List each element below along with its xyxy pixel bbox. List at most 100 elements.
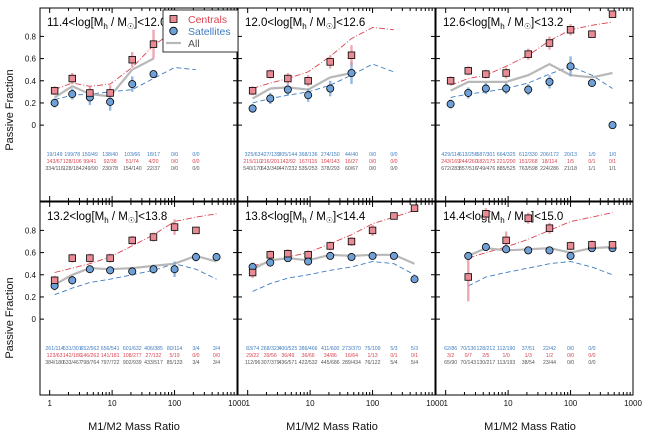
count-all: 1/1 — [609, 166, 616, 172]
centrals-point — [464, 273, 472, 281]
y-tick-label: 0.6 — [25, 249, 37, 258]
count-all: 5/4 — [411, 360, 418, 366]
centrals-point — [149, 40, 158, 48]
count-satellites: 268/323 — [261, 346, 280, 352]
x-tick-label: 1000 — [624, 399, 642, 408]
count-satellites: 19/149 — [47, 152, 63, 158]
satellites-point — [149, 70, 158, 79]
count-centrals: 1/13 — [368, 353, 378, 359]
x-tick-label: 1000 — [228, 399, 246, 408]
satellites-point — [68, 90, 77, 99]
count-all: 433/517 — [144, 360, 163, 366]
count-satellites: 5/3 — [411, 346, 418, 352]
count-centrals: 16/27 — [345, 159, 358, 165]
count-satellites: 613/256 — [459, 152, 478, 158]
legend-label-satellites: Satellites — [188, 26, 231, 38]
count-all: 749/476 — [476, 166, 495, 172]
satellites-point — [464, 251, 473, 260]
satellites-point — [266, 258, 275, 267]
panel-label: 12.0<log[Mh / M☉]<12.6 — [245, 17, 365, 31]
centrals-point — [86, 89, 94, 97]
centrals-point — [326, 242, 334, 250]
count-centrals: 142/186 — [63, 353, 82, 359]
x-tick-label: 10 — [504, 399, 513, 408]
count-all: 5/4 — [390, 360, 397, 366]
count-all: 230/78 — [102, 166, 118, 172]
count-satellites: 0/0 — [588, 346, 595, 352]
satellites-point — [446, 100, 455, 109]
centrals-point — [68, 254, 76, 262]
all-line — [450, 62, 613, 92]
count-satellites: 18/17 — [147, 152, 160, 158]
count-satellites: 305/144 — [278, 152, 297, 158]
panel-label: 13.8<log[Mh / M☉]<14.4 — [245, 211, 366, 225]
count-centrals: 151/268 — [519, 159, 538, 165]
count-satellites: 80/114 — [167, 346, 183, 352]
panel-label: 11.4<log[Mh / M☉]<12.0 — [47, 17, 166, 31]
count-all: 76/122 — [365, 360, 381, 366]
count-satellites: 20/13 — [564, 152, 577, 158]
centrals-point — [266, 70, 274, 78]
y-tick-label: 0.8 — [25, 226, 37, 235]
count-centrals: 104/143 — [321, 159, 340, 165]
centrals-point — [566, 242, 575, 250]
count-centrals: 0/1 — [588, 159, 595, 165]
count-all: 289/434 — [342, 360, 361, 366]
panel-frame — [237, 201, 436, 396]
count-centrals: 0/0 — [588, 353, 595, 359]
satellites-point — [128, 267, 137, 276]
count-centrals: 4/20 — [148, 159, 158, 165]
count-satellites: 400/525 — [278, 346, 297, 352]
count-centrals: 0/1 — [411, 353, 418, 359]
count-satellites: 0/0 — [369, 152, 376, 158]
count-centrals: 0/7 — [465, 353, 472, 359]
centrals-point — [50, 87, 59, 95]
centrals-point — [304, 77, 312, 85]
count-centrals: 51/74 — [126, 159, 139, 165]
count-centrals: 243/169 — [441, 159, 460, 165]
count-centrals: 36/49 — [281, 353, 294, 359]
count-centrals: 16/64 — [345, 353, 358, 359]
count-all: 763/598 — [519, 166, 538, 172]
satellites-model-line — [450, 65, 613, 98]
count-satellites: 70/136 — [460, 346, 476, 352]
count-all: 112/96 — [245, 360, 261, 366]
count-satellites: 429/114 — [441, 152, 459, 158]
satellites-point — [326, 251, 335, 260]
count-satellites: 427/139 — [261, 152, 280, 158]
centrals-point — [368, 226, 377, 235]
count-centrals: 167/115 — [299, 159, 317, 165]
count-all: 3/4 — [213, 360, 220, 366]
count-satellites: 103/66 — [124, 152, 140, 158]
count-satellites: 3/4 — [192, 346, 199, 352]
satellites-point — [304, 91, 313, 100]
count-all: 65/90 — [444, 360, 457, 366]
centrals-point — [68, 74, 76, 83]
count-centrals: 123/63 — [47, 353, 63, 359]
centrals-model-line — [54, 213, 217, 273]
centrals-point — [608, 10, 617, 18]
count-all: 0/0 — [588, 360, 595, 366]
centrals-point — [304, 251, 312, 259]
count-all: 70/143 — [460, 360, 476, 366]
centrals-model-line — [450, 21, 613, 86]
count-all: 38/54 — [522, 360, 535, 366]
satellites-point — [191, 253, 200, 262]
count-all: 224/286 — [540, 166, 559, 172]
count-all: 22/37 — [147, 166, 160, 172]
centrals-point — [128, 236, 136, 245]
x-axis-label-3: M1/M2 Mass Ratio — [484, 421, 576, 433]
legend-centrals-marker — [169, 15, 178, 23]
count-satellites: 75/109 — [365, 346, 381, 352]
count-all: 422/532 — [299, 360, 318, 366]
y-tick-label: 0.6 — [25, 55, 37, 64]
count-centrals: 216/201 — [261, 159, 280, 165]
centrals-point — [170, 223, 179, 231]
satellites-point — [283, 85, 292, 94]
satellites-point — [481, 84, 490, 93]
centrals-point — [502, 69, 510, 77]
count-centrals: 0/0 — [192, 353, 199, 359]
count-centrals: 34/86 — [324, 353, 337, 359]
satellites-point — [502, 245, 511, 254]
panel-label: 13.2<log[Mh / M☉]<13.8 — [47, 211, 167, 225]
